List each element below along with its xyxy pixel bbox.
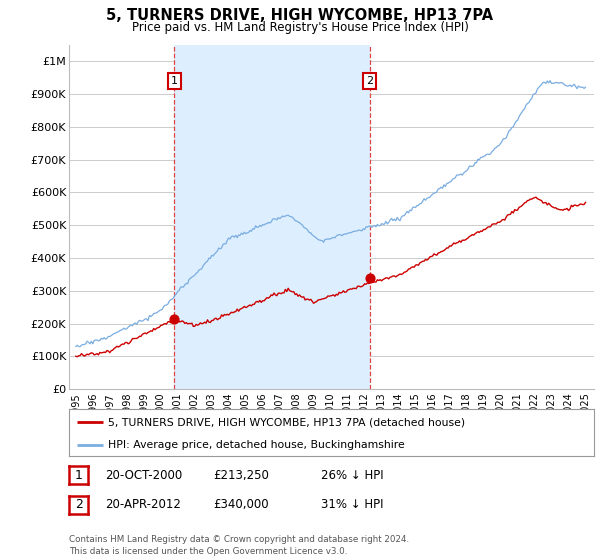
Text: 2: 2 xyxy=(74,498,83,511)
Text: 5, TURNERS DRIVE, HIGH WYCOMBE, HP13 7PA: 5, TURNERS DRIVE, HIGH WYCOMBE, HP13 7PA xyxy=(106,8,494,24)
Text: 1: 1 xyxy=(171,76,178,86)
Text: HPI: Average price, detached house, Buckinghamshire: HPI: Average price, detached house, Buck… xyxy=(109,440,405,450)
Text: 2: 2 xyxy=(366,76,373,86)
Text: 26% ↓ HPI: 26% ↓ HPI xyxy=(321,469,383,482)
Bar xyxy=(175,45,370,389)
Text: £213,250: £213,250 xyxy=(213,469,269,482)
Text: 5, TURNERS DRIVE, HIGH WYCOMBE, HP13 7PA (detached house): 5, TURNERS DRIVE, HIGH WYCOMBE, HP13 7PA… xyxy=(109,417,466,427)
Point xyxy=(170,315,179,324)
Text: Price paid vs. HM Land Registry's House Price Index (HPI): Price paid vs. HM Land Registry's House … xyxy=(131,21,469,34)
Text: 20-OCT-2000: 20-OCT-2000 xyxy=(105,469,182,482)
Text: 20-APR-2012: 20-APR-2012 xyxy=(105,498,181,511)
Text: 31% ↓ HPI: 31% ↓ HPI xyxy=(321,498,383,511)
Text: 1: 1 xyxy=(74,469,83,482)
Point xyxy=(365,273,374,282)
Text: £340,000: £340,000 xyxy=(213,498,269,511)
Text: Contains HM Land Registry data © Crown copyright and database right 2024.
This d: Contains HM Land Registry data © Crown c… xyxy=(69,535,409,556)
